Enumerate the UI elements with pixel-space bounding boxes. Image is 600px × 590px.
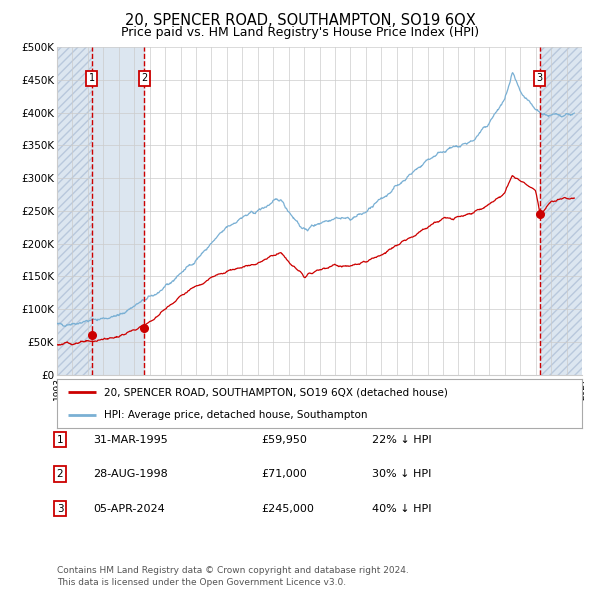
- Text: Price paid vs. HM Land Registry's House Price Index (HPI): Price paid vs. HM Land Registry's House …: [121, 26, 479, 39]
- Text: 2: 2: [141, 73, 148, 83]
- Text: Contains HM Land Registry data © Crown copyright and database right 2024.
This d: Contains HM Land Registry data © Crown c…: [57, 566, 409, 587]
- Text: 20, SPENCER ROAD, SOUTHAMPTON, SO19 6QX (detached house): 20, SPENCER ROAD, SOUTHAMPTON, SO19 6QX …: [104, 388, 448, 398]
- Bar: [539, 47, 582, 375]
- Bar: [539, 47, 582, 375]
- Text: 28-AUG-1998: 28-AUG-1998: [93, 469, 168, 478]
- Text: 20, SPENCER ROAD, SOUTHAMPTON, SO19 6QX: 20, SPENCER ROAD, SOUTHAMPTON, SO19 6QX: [125, 13, 475, 28]
- Text: £59,950: £59,950: [261, 435, 307, 444]
- Text: 1: 1: [56, 435, 64, 444]
- Text: 1: 1: [89, 73, 95, 83]
- Text: 30% ↓ HPI: 30% ↓ HPI: [372, 469, 431, 478]
- Text: 31-MAR-1995: 31-MAR-1995: [93, 435, 168, 444]
- Text: £245,000: £245,000: [261, 504, 314, 513]
- Bar: [92, 47, 145, 375]
- Text: HPI: Average price, detached house, Southampton: HPI: Average price, detached house, Sout…: [104, 409, 368, 419]
- Text: 05-APR-2024: 05-APR-2024: [93, 504, 165, 513]
- Bar: [57, 47, 92, 375]
- Bar: [57, 47, 92, 375]
- Text: 3: 3: [536, 73, 543, 83]
- Text: 40% ↓ HPI: 40% ↓ HPI: [372, 504, 431, 513]
- Text: £71,000: £71,000: [261, 469, 307, 478]
- Text: 3: 3: [56, 504, 64, 513]
- Text: 22% ↓ HPI: 22% ↓ HPI: [372, 435, 431, 444]
- Text: 2: 2: [56, 469, 64, 478]
